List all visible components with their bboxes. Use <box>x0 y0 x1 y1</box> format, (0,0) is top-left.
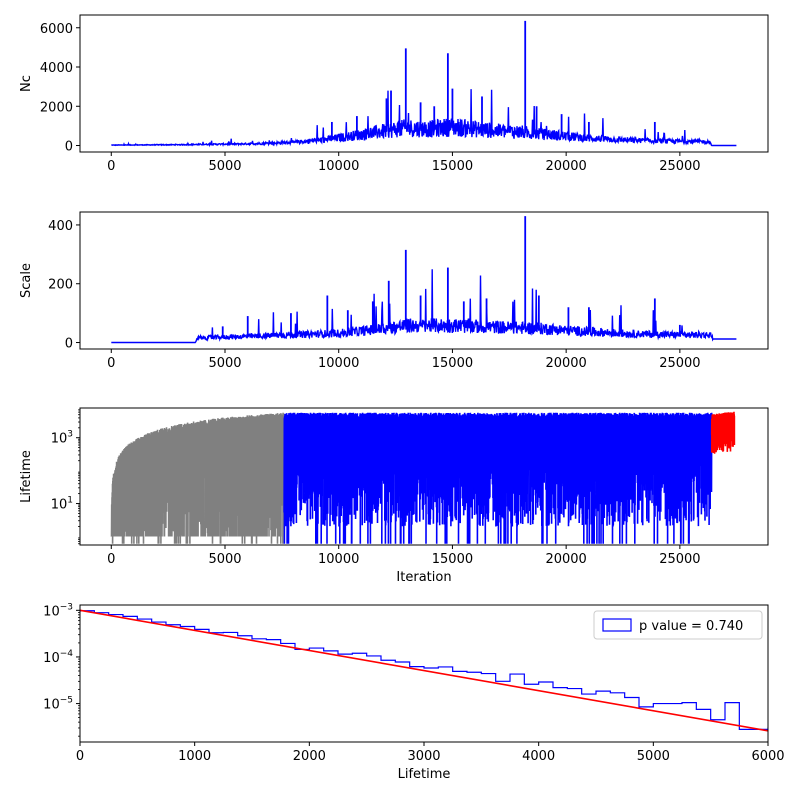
y-tick-label: 101 <box>51 496 73 513</box>
axes-frame <box>79 211 769 350</box>
x-tick-label: 5000 <box>208 552 241 567</box>
x-tick-label: 6000 <box>751 749 784 764</box>
series-line <box>111 269 737 344</box>
x-tick-label: 5000 <box>208 356 241 371</box>
y-tick-label: 0 <box>65 337 73 352</box>
x-tick-label: 4000 <box>522 749 555 764</box>
series-line <box>283 412 713 544</box>
y-tick-label: 10−3 <box>43 602 73 619</box>
y-tick-label: 0 <box>65 140 73 155</box>
series-line <box>111 89 737 148</box>
y-tick-label: 10−4 <box>43 649 73 666</box>
x-tick-label: 15000 <box>432 552 473 567</box>
x-tick-label: 3000 <box>407 749 440 764</box>
panel-2: 0 5000 10000 15000 20000 25000 0 200 400 Scale <box>19 211 769 371</box>
y-tick-label: 4000 <box>40 61 73 76</box>
y-tick-label: 2000 <box>40 100 73 115</box>
x-tick-label: 0 <box>76 749 84 764</box>
x-tick-label: 20000 <box>545 552 586 567</box>
histogram-step <box>80 610 768 730</box>
fit-line <box>80 609 768 732</box>
legend: p value = 0.740 <box>593 610 763 640</box>
axes-frame <box>79 407 769 546</box>
x-tick-label: 10000 <box>318 552 359 567</box>
legend-swatch <box>602 618 632 632</box>
y-axis-label: Lifetime <box>19 450 34 503</box>
legend-box <box>593 610 763 640</box>
x-tick-label: 25000 <box>659 552 700 567</box>
plot-area <box>110 411 736 544</box>
x-tick-label: 25000 <box>659 159 700 174</box>
y-tick-label: 200 <box>48 278 73 293</box>
panel-1: 0 5000 10000 15000 20000 25000 0 2000 4000 6000 Nc <box>19 14 769 174</box>
x-tick-label: 2000 <box>293 749 326 764</box>
x-tick-label: 5000 <box>637 749 670 764</box>
panel-3: 0 5000 10000 15000 20000 25000 101 103 Iteration… <box>19 407 769 585</box>
panel-4: 0 1000 2000 3000 4000 5000 6000 10−5 10−4 10−3 Lif… <box>43 602 784 782</box>
x-tick-label: 0 <box>107 552 115 567</box>
plot-area <box>80 609 768 732</box>
x-tick-label: 15000 <box>432 356 473 371</box>
legend-label: p value = 0.740 <box>639 619 743 634</box>
y-axis-label: Scale <box>19 263 34 298</box>
x-tick-label: 20000 <box>545 159 586 174</box>
y-tick-label: 10−5 <box>43 696 73 713</box>
x-tick-label: 10000 <box>318 159 359 174</box>
y-axis-label: Nc <box>19 75 34 92</box>
x-tick-label: 5000 <box>208 159 241 174</box>
x-tick-label: 15000 <box>432 159 473 174</box>
x-axis-label: Iteration <box>396 570 451 585</box>
series-line <box>110 412 285 544</box>
x-tick-label: 0 <box>107 159 115 174</box>
x-axis-label: Lifetime <box>398 767 451 782</box>
axes-frame <box>79 14 769 153</box>
x-tick-label: 20000 <box>545 356 586 371</box>
y-tick-label: 6000 <box>40 22 73 37</box>
series-line <box>710 411 736 454</box>
plot-area <box>111 20 737 148</box>
x-tick-label: 1000 <box>178 749 211 764</box>
plot-area <box>111 216 737 344</box>
y-tick-label: 400 <box>48 219 73 234</box>
x-tick-label: 25000 <box>659 356 700 371</box>
x-tick-label: 0 <box>107 356 115 371</box>
y-tick-label: 103 <box>51 430 73 447</box>
x-tick-label: 10000 <box>318 356 359 371</box>
